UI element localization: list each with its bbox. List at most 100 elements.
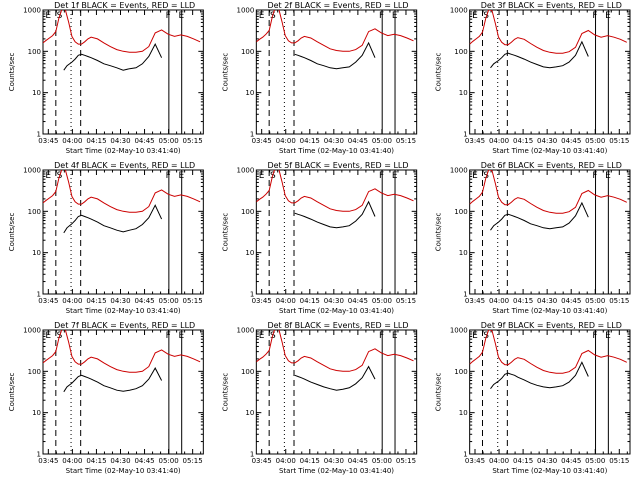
- lld-series-line: [469, 170, 628, 214]
- panel-title: Det 1f BLACK = Events, RED = LLD: [54, 1, 195, 10]
- y-tick-label: 100: [454, 368, 467, 376]
- x-tick-label: 04:15: [513, 457, 533, 465]
- y-tick-label: 1000: [237, 167, 255, 175]
- event-marker-e: E: [472, 171, 478, 181]
- panel-title: Det 9f BLACK = Events, RED = LLD: [481, 321, 622, 330]
- lld-series-line: [469, 10, 628, 54]
- y-tick-label: 1000: [23, 7, 41, 15]
- x-tick-label: 04:30: [537, 137, 557, 145]
- detector-panel-7: Det 7f BLACK = Events, RED = LLD 1 10 100 10…: [8, 321, 204, 475]
- x-tick-label: 04:00: [62, 457, 82, 465]
- panel-title: Det 3f BLACK = Events, RED = LLD: [481, 1, 622, 10]
- x-tick-label: 05:00: [158, 137, 178, 145]
- panel-title: Det 2f BLACK = Events, RED = LLD: [267, 1, 408, 10]
- x-tick-label: 05:00: [372, 297, 392, 305]
- y-tick-label: 1: [463, 291, 467, 299]
- panel-title: Det 5f BLACK = Events, RED = LLD: [267, 161, 408, 170]
- x-tick-label: 05:15: [609, 457, 629, 465]
- y-tick-label: 1: [463, 451, 467, 459]
- x-axis-label: Start Time (02-May-10 03:41:40): [492, 147, 607, 155]
- y-axis-label: Counts/sec: [221, 53, 229, 92]
- y-tick-label: 100: [454, 208, 467, 216]
- x-tick-label: 04:45: [348, 297, 368, 305]
- lld-series-line: [43, 170, 201, 213]
- x-axis-label: Start Time (02-May-10 03:41:40): [492, 307, 607, 315]
- event-marker-e: E: [45, 171, 51, 181]
- y-tick-label: 1: [250, 291, 254, 299]
- x-tick-label: 04:00: [489, 457, 509, 465]
- lld-series-line: [256, 10, 414, 52]
- event-marker-e: E: [259, 171, 265, 181]
- x-axis-label: Start Time (02-May-10 03:41:40): [66, 307, 181, 315]
- events-series-line: [294, 41, 376, 70]
- panel-title: Det 6f BLACK = Events, RED = LLD: [481, 161, 622, 170]
- x-tick-label: 04:30: [110, 137, 130, 145]
- detector-panel-1: Det 1f BLACK = Events, RED = LLD 1 10 100 10…: [8, 1, 204, 155]
- event-marker-e: E: [45, 11, 51, 21]
- axes-frame: [469, 169, 631, 295]
- x-tick-label: 04:45: [134, 457, 154, 465]
- y-tick-label: 1: [250, 131, 254, 139]
- y-axis-label: Counts/sec: [8, 373, 16, 412]
- event-marker-f: F: [592, 11, 597, 21]
- y-tick-label: 1000: [23, 167, 41, 175]
- x-tick-label: 04:30: [537, 457, 557, 465]
- x-tick-label: 04:15: [300, 457, 320, 465]
- event-marker-e: E: [472, 331, 478, 341]
- x-tick-label: 04:45: [348, 457, 368, 465]
- lld-series-line: [256, 170, 414, 212]
- y-axis-label: Counts/sec: [435, 213, 443, 252]
- y-tick-label: 100: [28, 48, 41, 56]
- x-tick-label: 04:15: [513, 297, 533, 305]
- x-tick-label: 05:15: [183, 137, 203, 145]
- x-tick-label: 04:00: [62, 297, 82, 305]
- x-tick-label: 04:15: [513, 137, 533, 145]
- y-tick-label: 1: [37, 131, 41, 139]
- y-tick-label: 10: [459, 409, 468, 417]
- y-axis-label: Counts/sec: [435, 373, 443, 412]
- lld-series-line: [469, 330, 628, 374]
- detector-panel-5: Det 5f BLACK = Events, RED = LLD 1 10 100 10…: [221, 161, 418, 315]
- x-tick-label: 05:15: [396, 457, 416, 465]
- y-tick-label: 1: [37, 291, 41, 299]
- x-tick-label: 03:45: [465, 297, 485, 305]
- lld-series-line: [256, 330, 414, 372]
- y-tick-label: 1: [37, 451, 41, 459]
- x-axis-label: Start Time (02-May-10 03:41:40): [66, 147, 181, 155]
- event-marker-f: F: [592, 331, 597, 341]
- x-tick-label: 04:30: [324, 137, 344, 145]
- lld-series-line: [43, 10, 201, 53]
- x-tick-label: 03:45: [252, 137, 272, 145]
- x-tick-label: 04:45: [134, 137, 154, 145]
- x-tick-label: 05:00: [158, 457, 178, 465]
- event-marker-e: E: [178, 11, 184, 21]
- x-axis-label: Start Time (02-May-10 03:41:40): [492, 467, 607, 475]
- y-tick-label: 1000: [237, 7, 255, 15]
- x-tick-label: 03:45: [252, 457, 272, 465]
- y-tick-label: 1000: [237, 327, 255, 335]
- y-tick-label: 1: [250, 451, 254, 459]
- y-tick-label: 10: [459, 249, 468, 257]
- y-tick-label: 1000: [450, 7, 468, 15]
- detector-panel-8: Det 8f BLACK = Events, RED = LLD 1 10 100 10…: [221, 321, 418, 475]
- y-tick-label: 100: [241, 208, 254, 216]
- x-tick-label: 03:45: [465, 457, 485, 465]
- event-marker-f: F: [379, 11, 384, 21]
- y-tick-label: 100: [241, 48, 254, 56]
- axes-frame: [255, 329, 418, 455]
- axes-frame: [42, 169, 204, 295]
- y-axis-label: Counts/sec: [221, 213, 229, 252]
- event-marker-e: E: [392, 171, 398, 181]
- x-tick-label: 05:15: [609, 137, 629, 145]
- x-tick-label: 04:00: [276, 137, 296, 145]
- x-tick-label: 04:45: [561, 137, 581, 145]
- y-tick-label: 1000: [23, 327, 41, 335]
- x-tick-label: 05:15: [183, 457, 203, 465]
- events-series-line: [490, 361, 589, 390]
- y-tick-label: 10: [245, 89, 254, 97]
- events-series-line: [63, 367, 163, 393]
- x-tick-label: 05:00: [585, 137, 605, 145]
- x-tick-label: 04:30: [110, 457, 130, 465]
- x-tick-label: 03:45: [38, 297, 58, 305]
- x-tick-label: 05:15: [396, 137, 416, 145]
